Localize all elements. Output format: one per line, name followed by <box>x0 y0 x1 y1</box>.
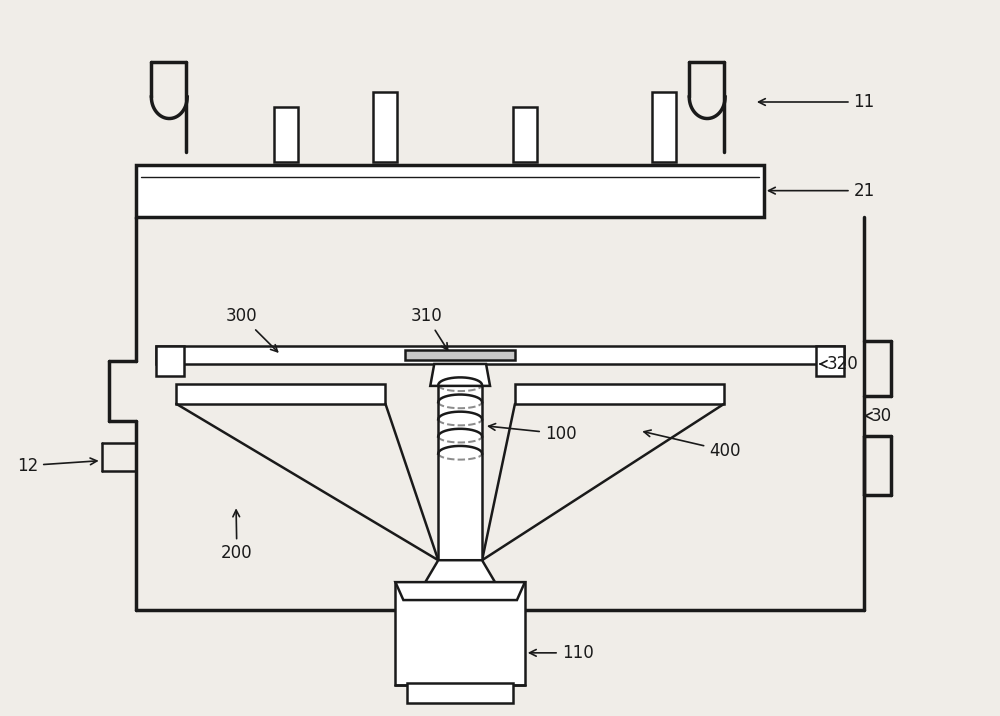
Bar <box>274 107 298 162</box>
Bar <box>395 582 525 684</box>
Bar <box>156 346 184 376</box>
Bar <box>405 350 515 360</box>
Text: 21: 21 <box>769 182 875 200</box>
Text: 320: 320 <box>820 355 858 373</box>
Text: 200: 200 <box>221 510 253 562</box>
Bar <box>373 92 397 162</box>
Text: 400: 400 <box>644 430 741 460</box>
Bar <box>816 346 844 376</box>
Text: 30: 30 <box>865 407 892 425</box>
Bar <box>156 346 844 364</box>
Polygon shape <box>430 364 490 386</box>
Text: 12: 12 <box>17 457 97 475</box>
Text: 100: 100 <box>489 424 576 442</box>
Bar <box>438 366 482 560</box>
Bar <box>513 107 537 162</box>
Text: 310: 310 <box>410 307 448 350</box>
Text: 11: 11 <box>759 93 875 111</box>
Bar <box>652 92 676 162</box>
Polygon shape <box>395 582 525 600</box>
Bar <box>176 384 385 404</box>
Bar <box>407 683 513 702</box>
Text: 110: 110 <box>530 644 594 662</box>
Bar <box>136 165 764 216</box>
Polygon shape <box>425 560 495 582</box>
Text: 300: 300 <box>226 307 278 352</box>
Bar <box>515 384 724 404</box>
